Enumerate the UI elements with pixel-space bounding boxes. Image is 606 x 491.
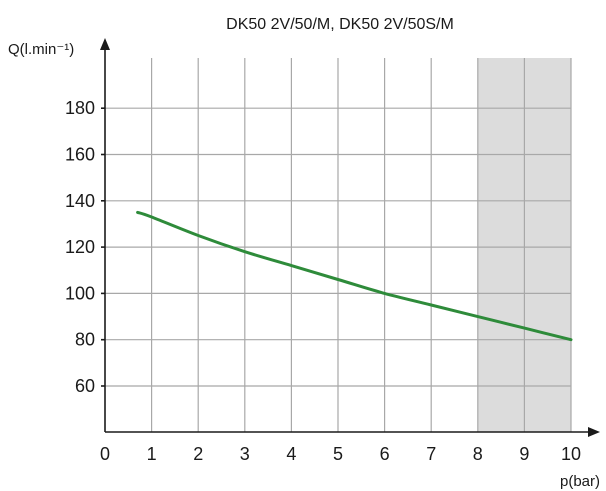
tick-label-layer: 0 1 2 3 4 5 6 7 8 9 10 60 80 100 120 140 160 180 bbox=[65, 98, 581, 464]
x-tick-label: 0 bbox=[100, 444, 110, 464]
y-tick-label: 160 bbox=[65, 145, 95, 165]
y-tick-label: 120 bbox=[65, 237, 95, 257]
x-tick-label: 3 bbox=[240, 444, 250, 464]
chart-title: DK50 2V/50/M, DK50 2V/50S/M bbox=[226, 16, 454, 33]
x-tick-label: 8 bbox=[473, 444, 483, 464]
y-tick-label: 100 bbox=[65, 283, 95, 303]
y-tick-label: 80 bbox=[75, 330, 95, 350]
x-axis-label: p(bar) bbox=[560, 473, 600, 490]
x-tick-label: 5 bbox=[333, 444, 343, 464]
y-axis-arrow bbox=[100, 38, 110, 50]
x-tick-label: 1 bbox=[147, 444, 157, 464]
x-tick-label: 9 bbox=[519, 444, 529, 464]
y-tick-label: 180 bbox=[65, 98, 95, 118]
y-tick-label: 60 bbox=[75, 376, 95, 396]
x-tick-label: 4 bbox=[286, 444, 296, 464]
x-axis-arrow bbox=[588, 427, 600, 437]
axis-layer bbox=[100, 38, 600, 437]
x-tick-label: 7 bbox=[426, 444, 436, 464]
y-axis-label: Q(l.min⁻¹) bbox=[8, 41, 74, 58]
grid-layer bbox=[105, 58, 572, 432]
y-tick-label: 140 bbox=[65, 191, 95, 211]
x-tick-label: 6 bbox=[380, 444, 390, 464]
series-layer bbox=[136, 210, 573, 342]
x-tick-label: 2 bbox=[193, 444, 203, 464]
x-tick-label: 10 bbox=[561, 444, 581, 464]
series-line bbox=[136, 210, 573, 342]
